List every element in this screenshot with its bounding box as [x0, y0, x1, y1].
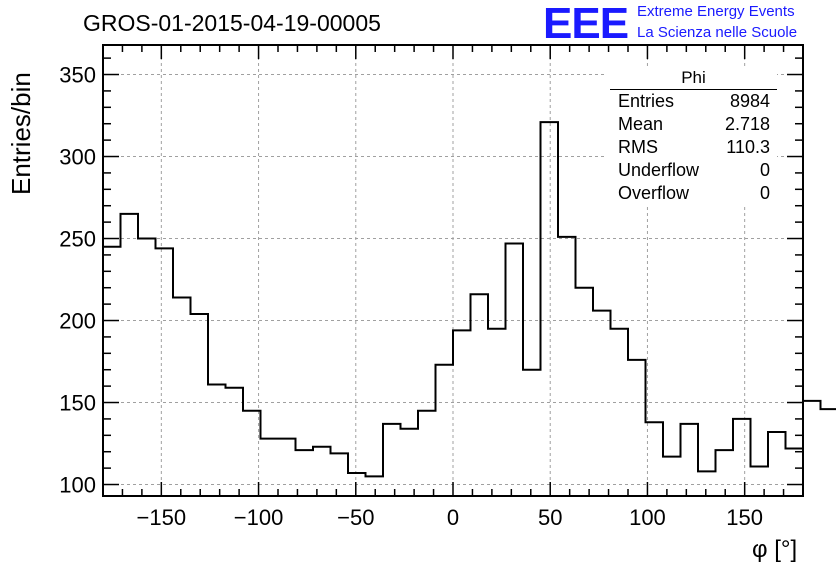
histogram-bin [558, 237, 576, 496]
histogram-bin [243, 411, 261, 496]
histogram-bin [191, 314, 209, 496]
histogram-bin [261, 439, 279, 496]
histogram-bin [436, 365, 454, 496]
histogram-bin [733, 419, 751, 496]
histogram-bin [331, 453, 349, 496]
histogram-bin [173, 298, 191, 496]
histogram-bin [313, 447, 331, 496]
x-tick-label: 150 [726, 505, 763, 530]
histogram-bin [576, 288, 594, 496]
stat-value: 0 [759, 160, 770, 180]
histogram-bin [803, 401, 821, 496]
histogram-bin [541, 122, 559, 496]
histogram-bin [418, 411, 436, 496]
stats-box: Phi Entries 8984 Mean 2.718 RMS 110.3 Un… [607, 68, 777, 205]
histogram-bin [401, 429, 419, 496]
histogram-bin [278, 439, 296, 496]
histogram-bin [506, 243, 524, 496]
histogram-bin [208, 384, 226, 496]
histogram-bin [226, 388, 244, 496]
histogram-bin [698, 471, 716, 496]
brand-line-2: La Scienza nelle Scuole [637, 24, 798, 41]
histogram-bin [471, 294, 489, 496]
histogram-bin [296, 450, 314, 496]
x-tick-label: −50 [337, 505, 374, 530]
histogram-outline [103, 121, 836, 478]
histogram-bin [663, 457, 681, 496]
histogram-bin [383, 424, 401, 496]
histogram-bin [453, 330, 471, 496]
histogram-bin [488, 329, 506, 496]
stat-label: RMS [618, 137, 658, 157]
stat-label: Mean [618, 114, 664, 134]
brand-line-1: Extreme Energy Events [637, 3, 795, 20]
histogram-bin [103, 247, 121, 496]
histogram-bin [138, 239, 156, 496]
histogram-bin [121, 214, 139, 496]
histogram-bin [681, 424, 699, 496]
chart-title: GROS-01-2015-04-19-00005 [83, 10, 381, 36]
stat-row-overflow: Overflow 0 [607, 182, 777, 205]
histogram-bin [628, 360, 646, 496]
histogram-bin [646, 422, 664, 496]
x-tick-label: −100 [234, 505, 284, 530]
histogram-bin [751, 466, 769, 496]
stat-value: 110.3 [726, 137, 770, 157]
x-tick-label: −150 [137, 505, 187, 530]
tick-labels: −150 −100 −50 0 50 100 150 100 150 200 250 300 350 [59, 63, 763, 530]
stat-row-rms: RMS 110.3 [607, 136, 777, 159]
x-tick-label: 0 [447, 505, 459, 530]
stat-value: 0 [759, 183, 770, 203]
x-tick-label: 50 [538, 505, 562, 530]
histogram-bin [611, 329, 629, 496]
histogram-bin [523, 370, 541, 496]
plot-frame [102, 44, 804, 497]
histogram-bin [156, 248, 174, 496]
stat-row-underflow: Underflow 0 [607, 159, 777, 182]
stat-value: 8984 [729, 91, 770, 111]
x-axis-label: φ [°] [752, 536, 798, 563]
stat-label: Overflow [618, 183, 690, 203]
stat-value: 2.718 [724, 114, 770, 134]
y-tick-label: 250 [59, 227, 96, 252]
eee-logo: EEE [543, 0, 629, 48]
y-tick-label: 100 [59, 473, 96, 498]
y-tick-label: 350 [59, 63, 96, 88]
histogram-bin [348, 473, 366, 496]
histogram-bin [821, 409, 836, 496]
stat-label: Entries [618, 91, 675, 111]
histogram-bin [786, 448, 804, 496]
y-tick-label: 150 [59, 391, 96, 416]
axis-ticks [102, 45, 804, 496]
histogram-bin [366, 476, 384, 496]
stat-row-mean: Mean 2.718 [607, 113, 777, 136]
histogram-bin [716, 450, 734, 496]
histogram-bin [768, 432, 786, 496]
stats-title: Phi [610, 68, 777, 90]
histogram-bin [593, 311, 611, 496]
x-tick-label: 100 [629, 505, 666, 530]
y-tick-label: 300 [59, 145, 96, 170]
y-tick-label: 200 [59, 309, 96, 334]
stat-row-entries: Entries 8984 [607, 90, 777, 113]
stat-label: Underflow [618, 160, 700, 180]
